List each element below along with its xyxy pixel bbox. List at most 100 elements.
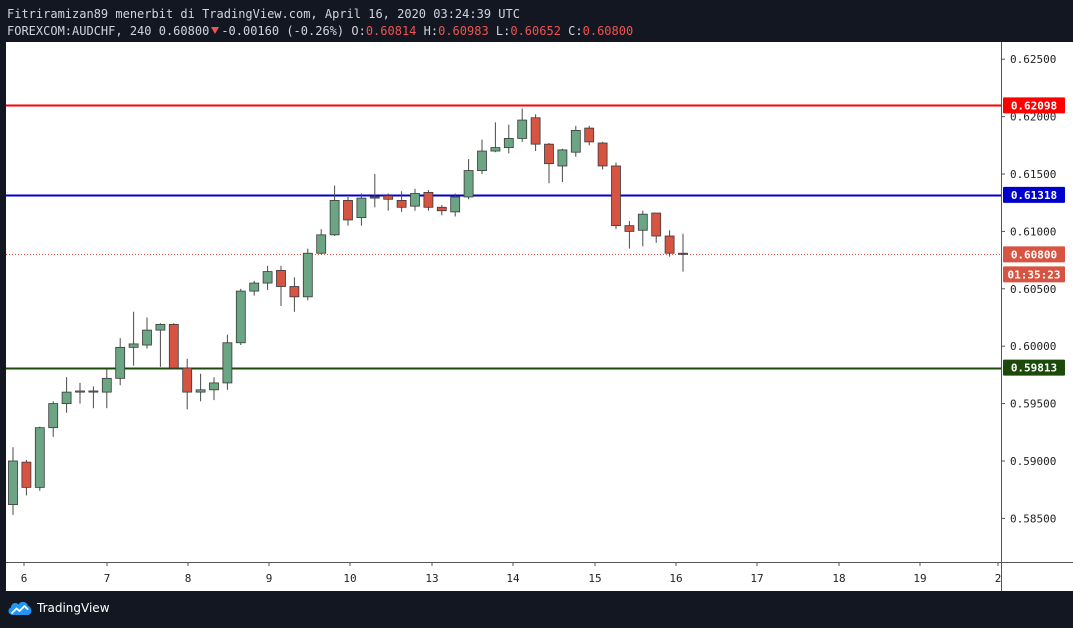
candle[interactable] xyxy=(557,148,568,183)
candle[interactable] xyxy=(276,265,286,307)
chart-area[interactable]: 0.62500 0.62000 0.61500 0.61000 0.60500 0.600… xyxy=(6,42,1073,591)
candle-body xyxy=(209,382,219,391)
candle[interactable] xyxy=(664,230,675,257)
candle[interactable] xyxy=(289,277,300,312)
y-tick-label: 0.61500 xyxy=(1010,168,1056,181)
candle[interactable] xyxy=(316,229,327,255)
candle-body xyxy=(289,286,300,298)
candle[interactable] xyxy=(101,369,112,409)
candle-body xyxy=(557,149,568,167)
candle[interactable] xyxy=(678,233,688,272)
candle[interactable] xyxy=(61,377,72,413)
candle[interactable] xyxy=(410,188,420,211)
candle[interactable] xyxy=(503,124,514,154)
candle[interactable] xyxy=(128,311,139,366)
candle[interactable] xyxy=(517,108,528,142)
candlestick-chart[interactable]: 0.62500 0.62000 0.61500 0.61000 0.60500 0.600… xyxy=(6,42,1073,591)
candle[interactable] xyxy=(75,382,85,404)
candle[interactable] xyxy=(624,221,635,249)
x-tick-label: 17 xyxy=(750,572,763,585)
open-label: O: xyxy=(351,24,366,38)
x-tick-label: 2 xyxy=(995,572,1002,585)
candle[interactable] xyxy=(168,323,179,370)
candle[interactable] xyxy=(396,191,407,212)
candle-body xyxy=(490,147,501,152)
high-label: H: xyxy=(423,24,439,38)
candle-body xyxy=(678,252,688,255)
candle-body xyxy=(611,165,621,227)
candle[interactable] xyxy=(195,373,206,402)
candle-body xyxy=(369,196,380,199)
bar-countdown-label: 01:35:23 xyxy=(1008,268,1061,281)
x-tick-label: 15 xyxy=(588,572,601,585)
horizontal-lines-layer xyxy=(6,104,1001,370)
down-triangle-icon xyxy=(211,27,220,34)
candle[interactable] xyxy=(329,185,340,236)
candle[interactable] xyxy=(530,114,541,152)
candle-body xyxy=(584,127,595,143)
candle-body xyxy=(463,170,474,198)
candle[interactable] xyxy=(544,143,554,184)
price-axis[interactable]: 0.62500 0.62000 0.61500 0.61000 0.60500 0.600… xyxy=(1001,53,1056,525)
symbol-ohlc-line: FOREXCOM:AUDCHF, 240 0.60800 -0.00160 (-0… xyxy=(7,24,633,38)
candle[interactable] xyxy=(8,447,18,515)
candle[interactable] xyxy=(209,377,219,401)
candle[interactable] xyxy=(48,401,59,437)
x-tick-label: 18 xyxy=(832,572,845,585)
candle[interactable] xyxy=(155,323,166,367)
time-axis[interactable]: 6 7 8 9 10 13 14 15 16 17 18 19 2 xyxy=(21,562,1002,585)
candle-body xyxy=(48,403,59,429)
price-change: -0.00160 (-0.26%) xyxy=(221,24,345,38)
level-price-label-1: 0.62098 xyxy=(1011,99,1057,112)
candle-body xyxy=(115,346,126,379)
candle[interactable] xyxy=(651,212,662,243)
candle[interactable] xyxy=(115,338,126,386)
candle[interactable] xyxy=(302,248,313,301)
candle-body xyxy=(88,390,99,393)
candles-layer[interactable] xyxy=(8,108,688,515)
candle-body xyxy=(664,235,675,254)
y-tick-label: 0.60000 xyxy=(1010,340,1056,353)
candle[interactable] xyxy=(249,280,260,296)
x-tick-label: 10 xyxy=(343,572,356,585)
candle[interactable] xyxy=(463,159,474,200)
candle[interactable] xyxy=(142,317,152,349)
candle[interactable] xyxy=(584,125,595,146)
candle[interactable] xyxy=(477,139,487,175)
candle[interactable] xyxy=(637,210,648,247)
candle[interactable] xyxy=(182,358,193,410)
candle[interactable] xyxy=(490,122,501,153)
candle-body xyxy=(21,461,32,488)
candle[interactable] xyxy=(597,141,608,170)
y-tick-label: 0.58500 xyxy=(1010,512,1056,525)
candle[interactable] xyxy=(436,205,447,216)
candle[interactable] xyxy=(369,174,380,208)
candle[interactable] xyxy=(235,288,246,346)
candle[interactable] xyxy=(262,265,273,290)
y-tick-label: 0.59000 xyxy=(1010,455,1056,468)
tradingview-brand-text: TradingView xyxy=(37,601,110,615)
y-tick-label: 0.59500 xyxy=(1010,398,1056,411)
candle-body xyxy=(142,329,152,346)
candle[interactable] xyxy=(356,193,367,226)
candle[interactable] xyxy=(34,426,45,491)
x-tick-label: 13 xyxy=(425,572,438,585)
candle[interactable] xyxy=(21,459,32,496)
candle[interactable] xyxy=(570,125,581,157)
candle[interactable] xyxy=(88,386,99,409)
candle-body xyxy=(396,200,407,208)
candle-body xyxy=(155,323,166,331)
tradingview-logo[interactable]: TradingView xyxy=(7,600,110,616)
candle-body xyxy=(195,389,206,393)
candle-body xyxy=(383,195,394,200)
candle[interactable] xyxy=(450,193,461,217)
candle[interactable] xyxy=(423,190,434,211)
candle-body xyxy=(329,200,340,236)
candle-body xyxy=(597,142,608,167)
candle-body xyxy=(101,377,112,393)
candle-body xyxy=(517,119,528,139)
candle[interactable] xyxy=(343,196,353,226)
candle[interactable] xyxy=(383,193,394,211)
candle[interactable] xyxy=(222,334,233,390)
candle[interactable] xyxy=(611,162,621,230)
